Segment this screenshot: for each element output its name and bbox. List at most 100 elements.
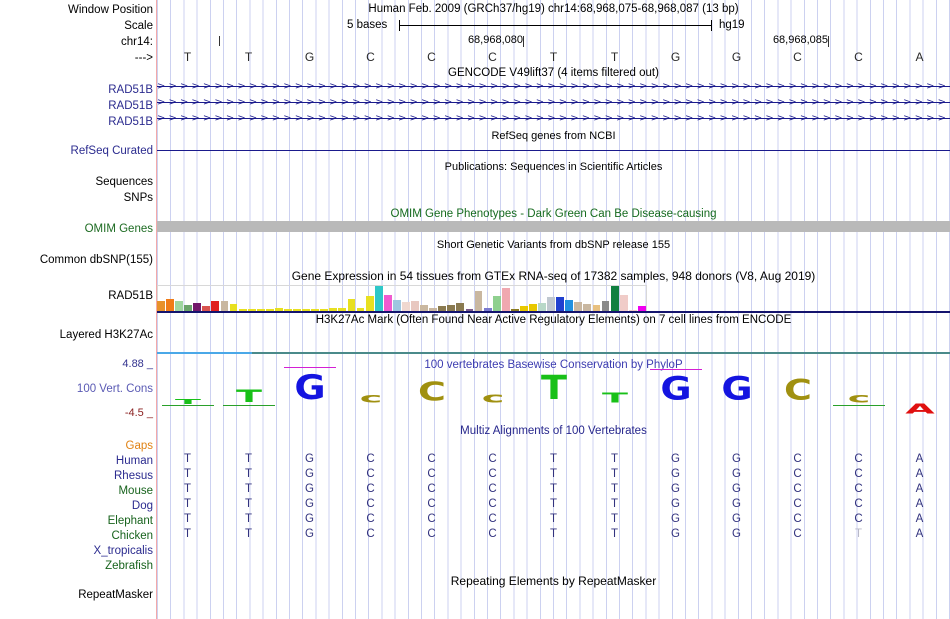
- gtex-tissue-bar[interactable]: [202, 306, 211, 311]
- gtex-tissue-bar[interactable]: [329, 307, 338, 311]
- label-species-human[interactable]: Human: [115, 455, 153, 467]
- label-repeatmasker[interactable]: RepeatMasker: [78, 589, 153, 601]
- label-species-xtropicalis[interactable]: X_tropicalis: [93, 545, 153, 557]
- gtex-tissue-bar[interactable]: [402, 301, 410, 311]
- gtex-tissue-bar[interactable]: [338, 307, 347, 311]
- gtex-tissue-bar[interactable]: [483, 307, 492, 311]
- gencode-transcript-row-3[interactable]: >>>>>>>>>>>>>>>>>>>>>>>>>>>>>>>>>>>>>>>>…: [157, 113, 950, 124]
- label-gencode-item-2[interactable]: RAD51B: [108, 100, 153, 112]
- gtex-tissue-bar[interactable]: [465, 308, 474, 311]
- gtex-tissue-bar[interactable]: [529, 304, 537, 311]
- label-common-dbsnp[interactable]: Common dbSNP(155): [39, 254, 153, 266]
- gtex-tissue-bar[interactable]: [411, 300, 419, 311]
- gencode-transcript-row-2[interactable]: >>>>>>>>>>>>>>>>>>>>>>>>>>>>>>>>>>>>>>>>…: [157, 97, 950, 108]
- gtex-tissue-bar[interactable]: [365, 296, 374, 311]
- gtex-tissue-bar[interactable]: [619, 295, 628, 311]
- gtex-tissue-bar[interactable]: [592, 305, 601, 311]
- gtex-tissue-bar[interactable]: [302, 308, 311, 311]
- gtex-tissue-bar[interactable]: [492, 296, 501, 311]
- gtex-tissue-bar[interactable]: [157, 300, 165, 311]
- label-species-chicken[interactable]: Chicken: [111, 530, 153, 542]
- refseq-curated-line[interactable]: [157, 150, 950, 151]
- gtex-tissue-bar[interactable]: [175, 300, 183, 311]
- gtex-tissue-bar[interactable]: [637, 306, 646, 311]
- refseq-track-title[interactable]: RefSeq genes from NCBI: [491, 130, 616, 142]
- gtex-tissue-bar[interactable]: [247, 308, 256, 311]
- gtex-tissue-bar[interactable]: [474, 290, 483, 311]
- gtex-tissue-bar[interactable]: [501, 288, 510, 311]
- dbsnp-track-title[interactable]: Short Genetic Variants from dbSNP releas…: [436, 239, 671, 251]
- gtex-tissue-bar[interactable]: [456, 303, 465, 311]
- gtex-tissue-bar[interactable]: [565, 299, 574, 311]
- label-100-vert-cons[interactable]: 100 Vert. Cons: [76, 383, 153, 395]
- track-data-area[interactable]: Human Feb. 2009 (GRCh37/hg19) chr14:68,9…: [157, 0, 950, 619]
- gtex-tissue-bar[interactable]: [256, 308, 265, 311]
- gtex-tissue-bar[interactable]: [166, 298, 174, 311]
- gtex-tissue-bar[interactable]: [383, 295, 392, 311]
- gtex-tissue-bar[interactable]: [320, 308, 329, 311]
- gtex-tissue-bar[interactable]: [510, 308, 519, 311]
- gtex-tissue-bar[interactable]: [447, 305, 456, 311]
- gtex-expression-chart[interactable]: [157, 285, 647, 311]
- gtex-tissue-bar[interactable]: [211, 300, 220, 311]
- gtex-tissue-bar[interactable]: [284, 308, 292, 311]
- label-species-mouse[interactable]: Mouse: [118, 485, 153, 497]
- gtex-tissue-bar[interactable]: [547, 297, 556, 311]
- publications-track-title[interactable]: Publications: Sequences in Scientific Ar…: [444, 161, 663, 173]
- gtex-tissue-bar[interactable]: [238, 308, 247, 311]
- gencode-track-title[interactable]: GENCODE V49lift37 (4 items filtered out): [448, 67, 659, 79]
- gencode-transcript-row-1[interactable]: >>>>>>>>>>>>>>>>>>>>>>>>>>>>>>>>>>>>>>>>…: [157, 81, 950, 92]
- gtex-track-title[interactable]: Gene Expression in 54 tissues from GTEx …: [291, 269, 816, 283]
- label-gencode-item-1[interactable]: RAD51B: [108, 84, 153, 96]
- omim-genes-bar[interactable]: [157, 221, 950, 232]
- label-gencode-item-3[interactable]: RAD51B: [108, 116, 153, 128]
- gtex-tissue-bar[interactable]: [519, 306, 528, 311]
- label-species-rhesus[interactable]: Rhesus: [114, 470, 153, 482]
- conservation-track-title[interactable]: 100 vertebrates Basewise Conservation by…: [424, 359, 683, 371]
- alignment-row[interactable]: [157, 557, 950, 572]
- gtex-tissue-bar[interactable]: [356, 307, 365, 311]
- gtex-tissue-bar[interactable]: [601, 300, 610, 311]
- label-species-zebrafish[interactable]: Zebrafish: [105, 560, 153, 572]
- gtex-tissue-bar[interactable]: [392, 299, 401, 311]
- multiz-track-title[interactable]: Multiz Alignments of 100 Vertebrates: [460, 425, 647, 437]
- gtex-tissue-bar[interactable]: [293, 308, 301, 311]
- gtex-tissue-bar[interactable]: [429, 307, 438, 311]
- label-layered-h3k27ac[interactable]: Layered H3K27Ac: [59, 329, 153, 341]
- label-publications-snps[interactable]: SNPs: [123, 192, 153, 204]
- gtex-tissue-bar[interactable]: [265, 308, 274, 311]
- gtex-tissue-bar[interactable]: [347, 298, 356, 311]
- gtex-tissue-bar[interactable]: [438, 306, 447, 311]
- gtex-tissue-bar[interactable]: [193, 303, 202, 311]
- label-gaps[interactable]: Gaps: [125, 440, 154, 452]
- label-publications-sequences[interactable]: Sequences: [95, 176, 153, 188]
- repeatmasker-track-title[interactable]: Repeating Elements by RepeatMasker: [450, 574, 657, 588]
- gtex-tissue-bar[interactable]: [610, 286, 619, 311]
- gtex-tissue-bar[interactable]: [374, 286, 383, 311]
- label-refseq-curated[interactable]: RefSeq Curated: [70, 145, 153, 157]
- label-omim-genes[interactable]: OMIM Genes: [84, 223, 153, 235]
- gtex-tissue-bar[interactable]: [229, 304, 238, 311]
- label-gtex-rad51b[interactable]: RAD51B: [108, 290, 153, 302]
- gtex-tissue-bar[interactable]: [420, 305, 428, 311]
- label-species-dog[interactable]: Dog: [131, 500, 153, 512]
- label-species-elephant[interactable]: Elephant: [107, 515, 153, 527]
- gtex-tissue-bar[interactable]: [574, 301, 583, 311]
- alignment-row[interactable]: [157, 542, 950, 557]
- gtex-tissue-bar[interactable]: [184, 305, 193, 311]
- h3k27ac-track-title[interactable]: H3K27Ac Mark (Often Found Near Active Re…: [315, 314, 792, 326]
- gtex-tissue-bar[interactable]: [556, 297, 565, 311]
- gtex-tissue-bar[interactable]: [628, 309, 637, 311]
- gtex-tissue-bar[interactable]: [583, 304, 592, 311]
- gtex-tissue-bar[interactable]: [220, 300, 229, 311]
- gtex-tissue-bar[interactable]: [538, 303, 546, 311]
